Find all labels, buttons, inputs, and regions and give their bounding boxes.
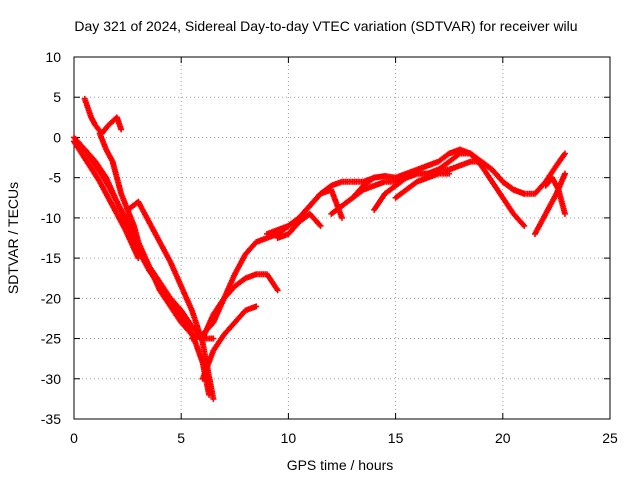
y-tick-label: 5 (53, 89, 61, 105)
y-tick-label: -35 (41, 411, 61, 427)
data-point (274, 287, 281, 294)
data-point (118, 126, 125, 133)
series-track-17 (542, 174, 568, 217)
tick-labels: 0 5 10 15 20 25 10 5 0 -5 -10 -15 -20 -25 -30 -35 (41, 49, 618, 446)
series-track-3 (81, 95, 125, 137)
y-tick-label: -25 (41, 331, 61, 347)
x-axis-label: GPS time / hours (287, 457, 394, 473)
x-tick-label: 10 (281, 430, 297, 446)
y-tick-label: -10 (41, 210, 61, 226)
x-tick-label: 5 (177, 430, 185, 446)
x-tick-label: 20 (495, 430, 511, 446)
data-point (521, 222, 528, 229)
data-point (317, 222, 324, 229)
series-track-9 (199, 303, 260, 382)
y-tick-label: -30 (41, 371, 61, 387)
data-point (561, 170, 568, 177)
chart-title: Day 321 of 2024, Sidereal Day-to-day VTE… (74, 18, 577, 34)
data-point (210, 335, 217, 342)
data-point (339, 214, 345, 221)
y-tick-label: 10 (45, 49, 61, 65)
data-point (446, 170, 453, 177)
series-track-8 (199, 271, 281, 342)
series-track-2 (71, 138, 213, 398)
y-tick-label: -15 (41, 250, 61, 266)
x-tick-label: 15 (388, 430, 404, 446)
y-tick-label: 0 (53, 129, 61, 145)
data-point (135, 255, 142, 262)
data-point (210, 395, 217, 402)
series-track-11 (274, 210, 324, 241)
data-point (253, 303, 260, 310)
series-track-10 (263, 186, 345, 237)
series-layer (71, 95, 568, 402)
x-tick-label: 25 (602, 430, 618, 446)
x-tick-label: 0 (70, 430, 78, 446)
series-track-14 (371, 150, 568, 213)
y-tick-label: -20 (41, 290, 61, 306)
y-tick-label: -5 (49, 170, 62, 186)
data-point (561, 150, 568, 157)
plot-frame (73, 56, 611, 420)
series-track-5 (71, 138, 142, 262)
series-track-15 (392, 170, 453, 201)
y-axis-label: SDTVAR / TECUs (5, 182, 21, 294)
data-point (561, 210, 568, 217)
